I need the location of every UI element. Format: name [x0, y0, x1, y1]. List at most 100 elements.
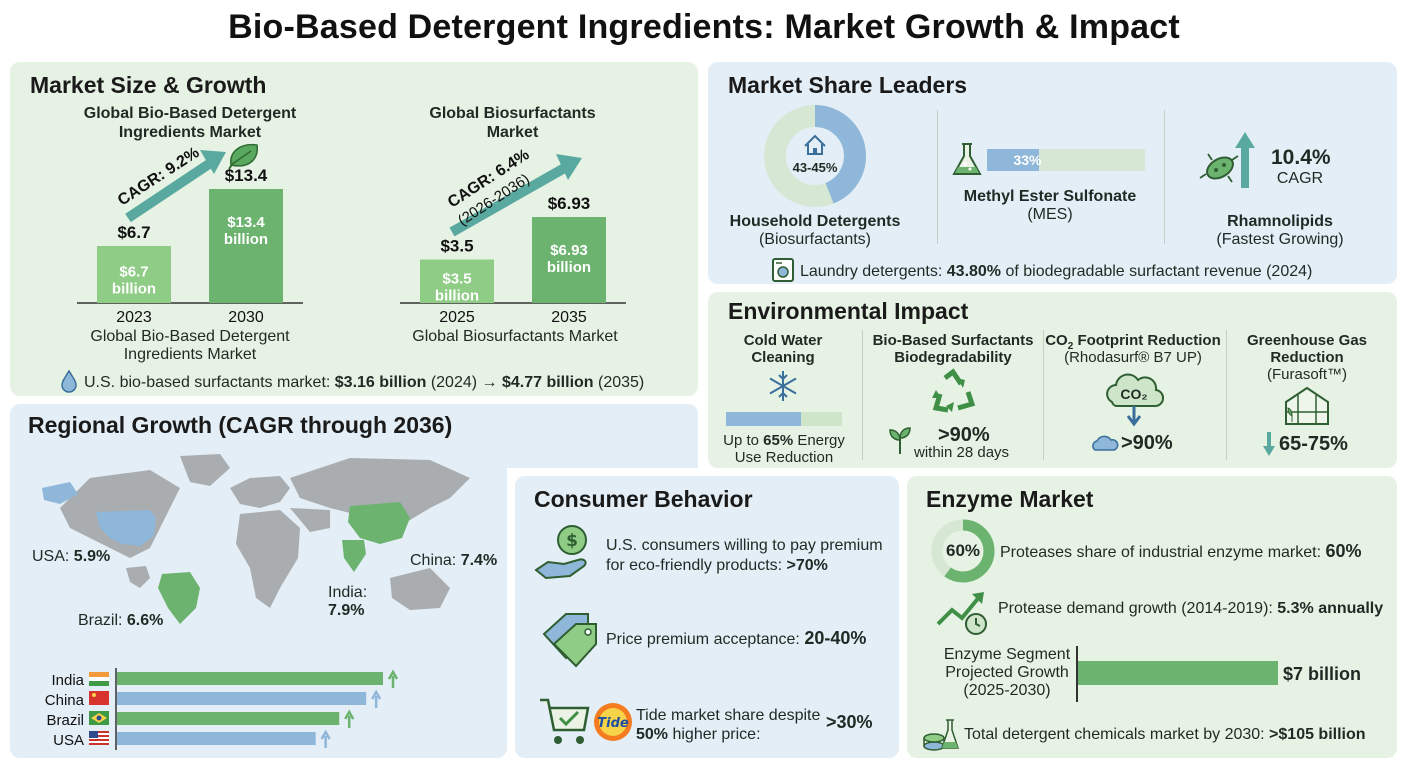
- proteases-line: Proteases share of industrial enzyme mar…: [1000, 541, 1362, 562]
- usa-region: [96, 510, 156, 546]
- sprout-icon: [889, 427, 911, 454]
- china-map-label: China: 7.4%: [410, 552, 497, 570]
- proteases-value: 60%: [1325, 541, 1362, 561]
- us-market-year-2: (2035): [593, 374, 645, 391]
- co2-cloud-icon: [1106, 373, 1165, 427]
- x-tick-label: 2030: [228, 309, 264, 326]
- right-chart-title: Global Biosurfactants Market: [429, 105, 596, 141]
- growth-chart-icon: [936, 592, 987, 635]
- env-divider-1: [862, 330, 863, 460]
- region-bar-label: China: [45, 692, 85, 709]
- demand-text: Protease demand growth (2014-2019):: [998, 600, 1278, 617]
- region-bar-label: Brazil: [46, 712, 84, 729]
- ghg-sub: (Furasoft™): [1266, 366, 1347, 383]
- total-market-text: Total detergent chemicals market by 2030…: [964, 726, 1270, 743]
- consumer-item-1-value: >70%: [786, 557, 828, 574]
- cold-water-prefix: Up to: [723, 432, 764, 449]
- bar-value-label: $3.5: [440, 237, 473, 256]
- consumer-item-3-bold: 50%: [636, 726, 669, 743]
- rhamnolipid-label: Rhamnolipids: [1227, 213, 1333, 230]
- flask-icon: [952, 143, 982, 175]
- cold-water-value: 65%: [763, 432, 794, 449]
- bacteria-icon: [1199, 153, 1239, 183]
- cold-water-suffix: Energy Use Reduction: [734, 432, 845, 466]
- enzyme-title: Enzyme Market: [926, 486, 1094, 512]
- env-divider-3: [1226, 330, 1227, 460]
- consumer-item-2-value: 20-40%: [804, 628, 867, 648]
- mes-label: Methyl Ester Sulfonate: [963, 188, 1137, 205]
- region-up-arrow-icon: [371, 689, 382, 708]
- up-arrow-icon: [1235, 132, 1255, 188]
- consumer-item-1-text: U.S. consumers willing to pay premium fo…: [606, 537, 883, 574]
- bar-inner-label: $3.5: [442, 270, 471, 287]
- segment-axis: [1076, 646, 1078, 702]
- right-chart-xlabel: Global Biosurfactants Market: [412, 328, 618, 345]
- household-sub: (Biosurfactants): [758, 231, 872, 248]
- us-market-line: U.S. bio-based surfactants market: $3.16…: [60, 369, 645, 393]
- bar-2030: [209, 189, 283, 303]
- usa-value: 5.9%: [73, 548, 111, 565]
- enzyme-donut-value: 60%: [945, 541, 981, 560]
- china-label: China:: [410, 552, 461, 569]
- household-label: Household Detergents: [729, 213, 901, 230]
- cagr-arrow-left: [125, 157, 215, 223]
- region-bar-brazil: [117, 712, 340, 725]
- brazil-value: 6.6%: [126, 612, 164, 629]
- bar-inner-label: $6.7: [119, 264, 148, 281]
- india-region: [342, 540, 366, 572]
- consumer-item-3: Tide market share despite 50% higher pri…: [636, 706, 826, 744]
- energy-bar-fill: [726, 412, 802, 426]
- left-chart-xlabel: Global Bio-Based Detergent Ingredients M…: [90, 328, 290, 363]
- washing-machine-icon: [772, 258, 794, 282]
- segment-label: Enzyme Segment Projected Growth (2025-20…: [943, 646, 1071, 699]
- us-market-value-2024: $3.16 billion: [334, 374, 427, 391]
- share-divider-1: [937, 110, 938, 244]
- household-donut-value: 43-45%: [792, 160, 838, 175]
- x-tick-label: 2025: [439, 309, 475, 326]
- brazil-label: Brazil:: [78, 612, 127, 629]
- bar-inner-label-unit: billion: [435, 287, 479, 304]
- enzyme-donut: [931, 519, 995, 583]
- laundry-suffix: of biodegradable surfactant revenue (202…: [1001, 263, 1313, 280]
- share-divider-2: [1164, 110, 1165, 244]
- biodegradability-value: >90%: [938, 424, 990, 446]
- snowflake-icon: [769, 371, 797, 401]
- us-market-year-1: (2024) →: [426, 374, 502, 391]
- left-chart-title: Global Bio-Based Detergent Ingredients M…: [83, 105, 297, 141]
- proteases-text: Proteases share of industrial enzyme mar…: [1000, 544, 1326, 561]
- co2-value: >90%: [1121, 432, 1173, 454]
- mes-bar-value: 33%: [1013, 152, 1042, 168]
- laundry-line: Laundry detergents: 43.80% of biodegrada…: [772, 258, 1312, 282]
- bar-inner-label: $6.93: [550, 242, 588, 259]
- enzyme-panel: [907, 476, 1397, 758]
- segment-value: $7 billion: [1283, 664, 1362, 684]
- svg-text:$: $: [566, 531, 578, 551]
- brazil-region: [158, 572, 200, 624]
- consumer-item-1: U.S. consumers willing to pay premium fo…: [606, 536, 896, 576]
- region-bar-china: [117, 692, 367, 705]
- bar-value-label: $6.7: [117, 223, 150, 242]
- beaker-icon: [923, 719, 960, 751]
- rhamnolipid-sub: (Fastest Growing): [1216, 231, 1344, 248]
- household-donut: [764, 105, 866, 207]
- tide-logo: Tide: [594, 703, 632, 741]
- laundry-value: 43.80%: [946, 263, 1002, 280]
- bar-2023: [97, 246, 171, 303]
- world-map: [42, 454, 470, 624]
- down-arrow-icon: [1263, 432, 1275, 456]
- cagr-arrow-right: [449, 161, 571, 237]
- environmental-title: Environmental Impact: [728, 298, 969, 324]
- money-hand-icon: $: [534, 525, 587, 580]
- co2-cloud-text: CO₂: [1120, 386, 1148, 402]
- us-market-value-2035: $4.77 billion: [501, 374, 594, 391]
- greenhouse-icon: [1285, 386, 1329, 425]
- consumer-item-2-text: Price premium acceptance:: [606, 631, 805, 648]
- biodegradability-title: Bio-Based Surfactants Biodegradability: [872, 332, 1034, 366]
- co2-title: CO2 Footprint Reduction: [1040, 332, 1226, 352]
- bar-value-label: $6.93: [548, 194, 591, 213]
- segment-bar: [1078, 661, 1278, 685]
- market-share-panel: [708, 62, 1397, 284]
- cagr-arrowhead-left: [200, 150, 226, 174]
- demand-value: 5.3% annually: [1277, 600, 1384, 617]
